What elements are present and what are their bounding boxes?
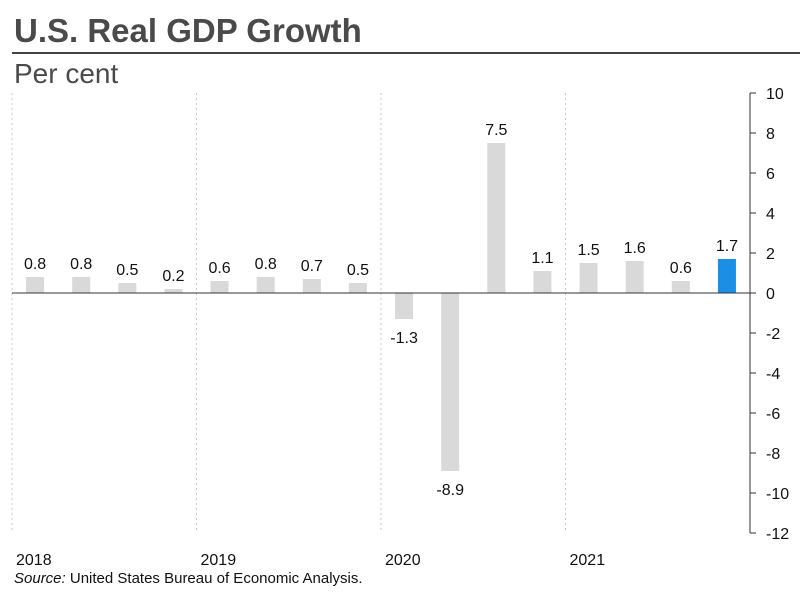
bar: [579, 263, 598, 293]
y-tick-label: 2: [766, 246, 775, 263]
bar: [671, 281, 690, 293]
bar-data-label: 0.8: [70, 256, 92, 273]
bar-data-label: 0.5: [347, 262, 369, 279]
title-underline: [12, 52, 800, 54]
chart-subtitle: Per cent: [14, 58, 119, 89]
bar-data-label: 0.2: [162, 268, 184, 285]
bar: [164, 289, 183, 293]
chart-title: U.S. Real GDP Growth: [14, 12, 362, 49]
bar: [395, 293, 414, 319]
y-tick-label: 0: [766, 286, 775, 303]
bar: [72, 277, 91, 293]
bar: [487, 143, 506, 293]
bar: [210, 281, 229, 293]
bar: [256, 277, 275, 293]
bar: [441, 293, 460, 471]
bar: [118, 283, 137, 293]
bar: [717, 259, 736, 293]
bar-data-label: 1.5: [577, 242, 599, 259]
x-year-label: 2020: [385, 552, 421, 569]
bar: [625, 261, 644, 293]
y-tick-label: 4: [766, 206, 775, 223]
bar: [533, 271, 552, 293]
bar-data-label: 0.5: [116, 262, 138, 279]
x-year-label: 2019: [201, 552, 237, 569]
bar-data-label: 0.6: [208, 260, 230, 277]
y-tick-label: 10: [766, 86, 784, 103]
bar: [302, 279, 321, 293]
source-note: Source: United States Bureau of Economic…: [14, 570, 363, 587]
y-tick-label: 8: [766, 126, 775, 143]
y-tick-label: -2: [766, 326, 780, 343]
bar-data-label: 1.1: [531, 250, 553, 267]
x-year-label: 2021: [570, 552, 606, 569]
y-tick-label: -6: [766, 406, 780, 423]
bar: [26, 277, 45, 293]
bar-data-label: 0.8: [24, 256, 46, 273]
y-tick-label: -10: [766, 486, 789, 503]
bar: [348, 283, 367, 293]
y-tick-label: -4: [766, 366, 780, 383]
source-text: United States Bureau of Economic Analysi…: [69, 570, 363, 587]
bar-data-label: -1.3: [390, 330, 418, 347]
x-year-label: 2018: [16, 552, 52, 569]
bar-data-label: -8.9: [436, 482, 464, 499]
bar-data-label: 7.5: [485, 122, 507, 139]
y-tick-label: 6: [766, 166, 775, 183]
y-tick-label: -12: [766, 526, 789, 543]
bar-data-label: 0.8: [255, 256, 277, 273]
bar-data-label: 0.6: [670, 260, 692, 277]
y-tick-label: -8: [766, 446, 780, 463]
bar-data-label: 0.7: [301, 258, 323, 275]
bar-data-label: 1.7: [716, 238, 738, 255]
source-label: Source:: [14, 570, 66, 587]
bar-data-label: 1.6: [624, 240, 646, 257]
